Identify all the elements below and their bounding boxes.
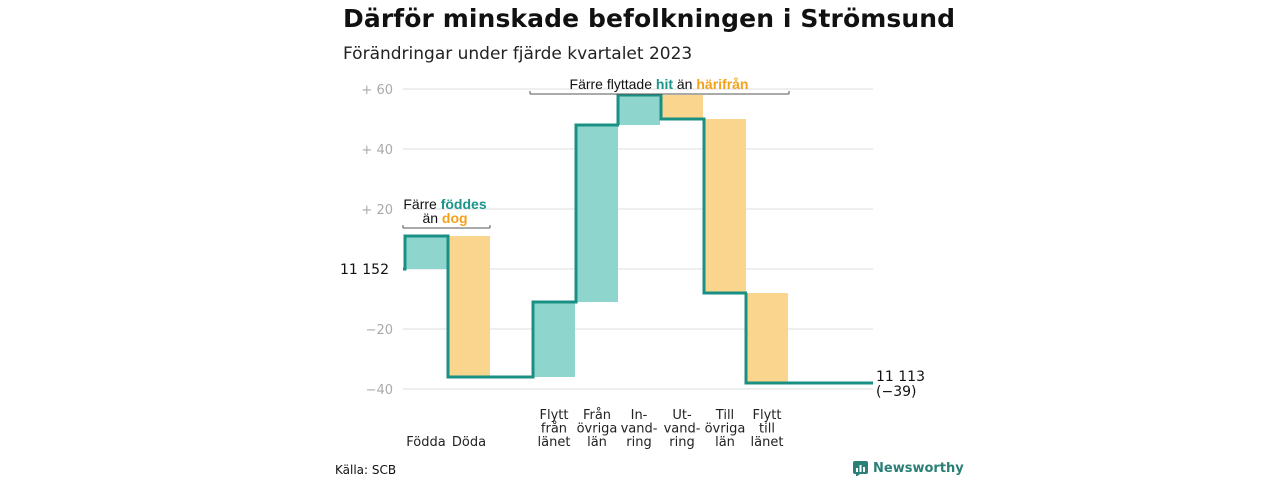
y-tick-label: + 40 (361, 143, 393, 158)
category-label: Flytt (540, 408, 569, 423)
waterfall-bar (746, 293, 788, 383)
moves-bracket (529, 91, 790, 95)
category-label: länet (538, 435, 571, 450)
annotation-highlight-died: dog (442, 210, 468, 226)
births-annotation-line1: Färre föddes (403, 196, 486, 212)
chart-subtitle: Förändringar under fjärde kvartalet 2023 (343, 44, 693, 64)
waterfall-bar (448, 236, 490, 377)
category-label: län (715, 435, 735, 450)
end-value-label: 11 113 (876, 369, 925, 385)
category-label: Flytt (753, 408, 782, 423)
annotation-text: Färre flyttade (570, 76, 656, 92)
newsworthy-logo-icon (853, 461, 868, 476)
brand-logo: Newsworthy (853, 461, 964, 476)
running-total-line (403, 93, 873, 385)
waterfall-bar (661, 95, 703, 119)
births-annotation-line2: än dog (422, 210, 467, 226)
chart-title: Därför minskade befolkningen i Strömsund (343, 4, 956, 33)
category-label: In- (631, 408, 648, 423)
category-label: län (587, 435, 607, 450)
annotation-highlight: härifrån (696, 76, 748, 92)
annotation-highlight: hit (656, 76, 673, 92)
moves-annotation: Färre flyttade hit än härifrån (570, 76, 749, 92)
annotation-text: än (422, 210, 441, 226)
category-label: ring (669, 435, 694, 450)
category-label: vand- (621, 422, 658, 437)
waterfall-bar (618, 95, 660, 125)
annotation-text: Färre (403, 196, 440, 212)
waterfall-bar (405, 236, 447, 269)
y-tick-label: −20 (366, 323, 393, 338)
brand-name: Newsworthy (873, 461, 964, 476)
category-label: övriga (705, 422, 746, 437)
waterfall-bar (576, 125, 618, 302)
annotation-highlight-born: föddes (441, 196, 487, 212)
category-label: Till (715, 408, 734, 423)
y-tick-label: + 60 (361, 83, 393, 98)
category-label: övriga (577, 422, 618, 437)
source-note: Källa: SCB (335, 463, 397, 477)
end-change-label: (−39) (876, 384, 916, 400)
category-label: Döda (452, 435, 486, 450)
births-bracket (402, 225, 491, 229)
category-label: Födda (406, 435, 445, 450)
waterfall-bar (704, 119, 746, 293)
category-label: länet (751, 435, 784, 450)
waterfall-bar (533, 302, 575, 377)
category-label: ring (626, 435, 651, 450)
category-label: Ut- (672, 408, 692, 423)
category-label: vand- (664, 422, 701, 437)
category-label: från (541, 422, 567, 437)
y-tick-label: + 20 (361, 203, 393, 218)
category-label: till (759, 422, 775, 437)
y-tick-label: −40 (366, 383, 393, 398)
category-label: Från (583, 408, 611, 423)
start-value-label: 11 152 (340, 262, 389, 278)
annotation-text: än (673, 76, 696, 92)
